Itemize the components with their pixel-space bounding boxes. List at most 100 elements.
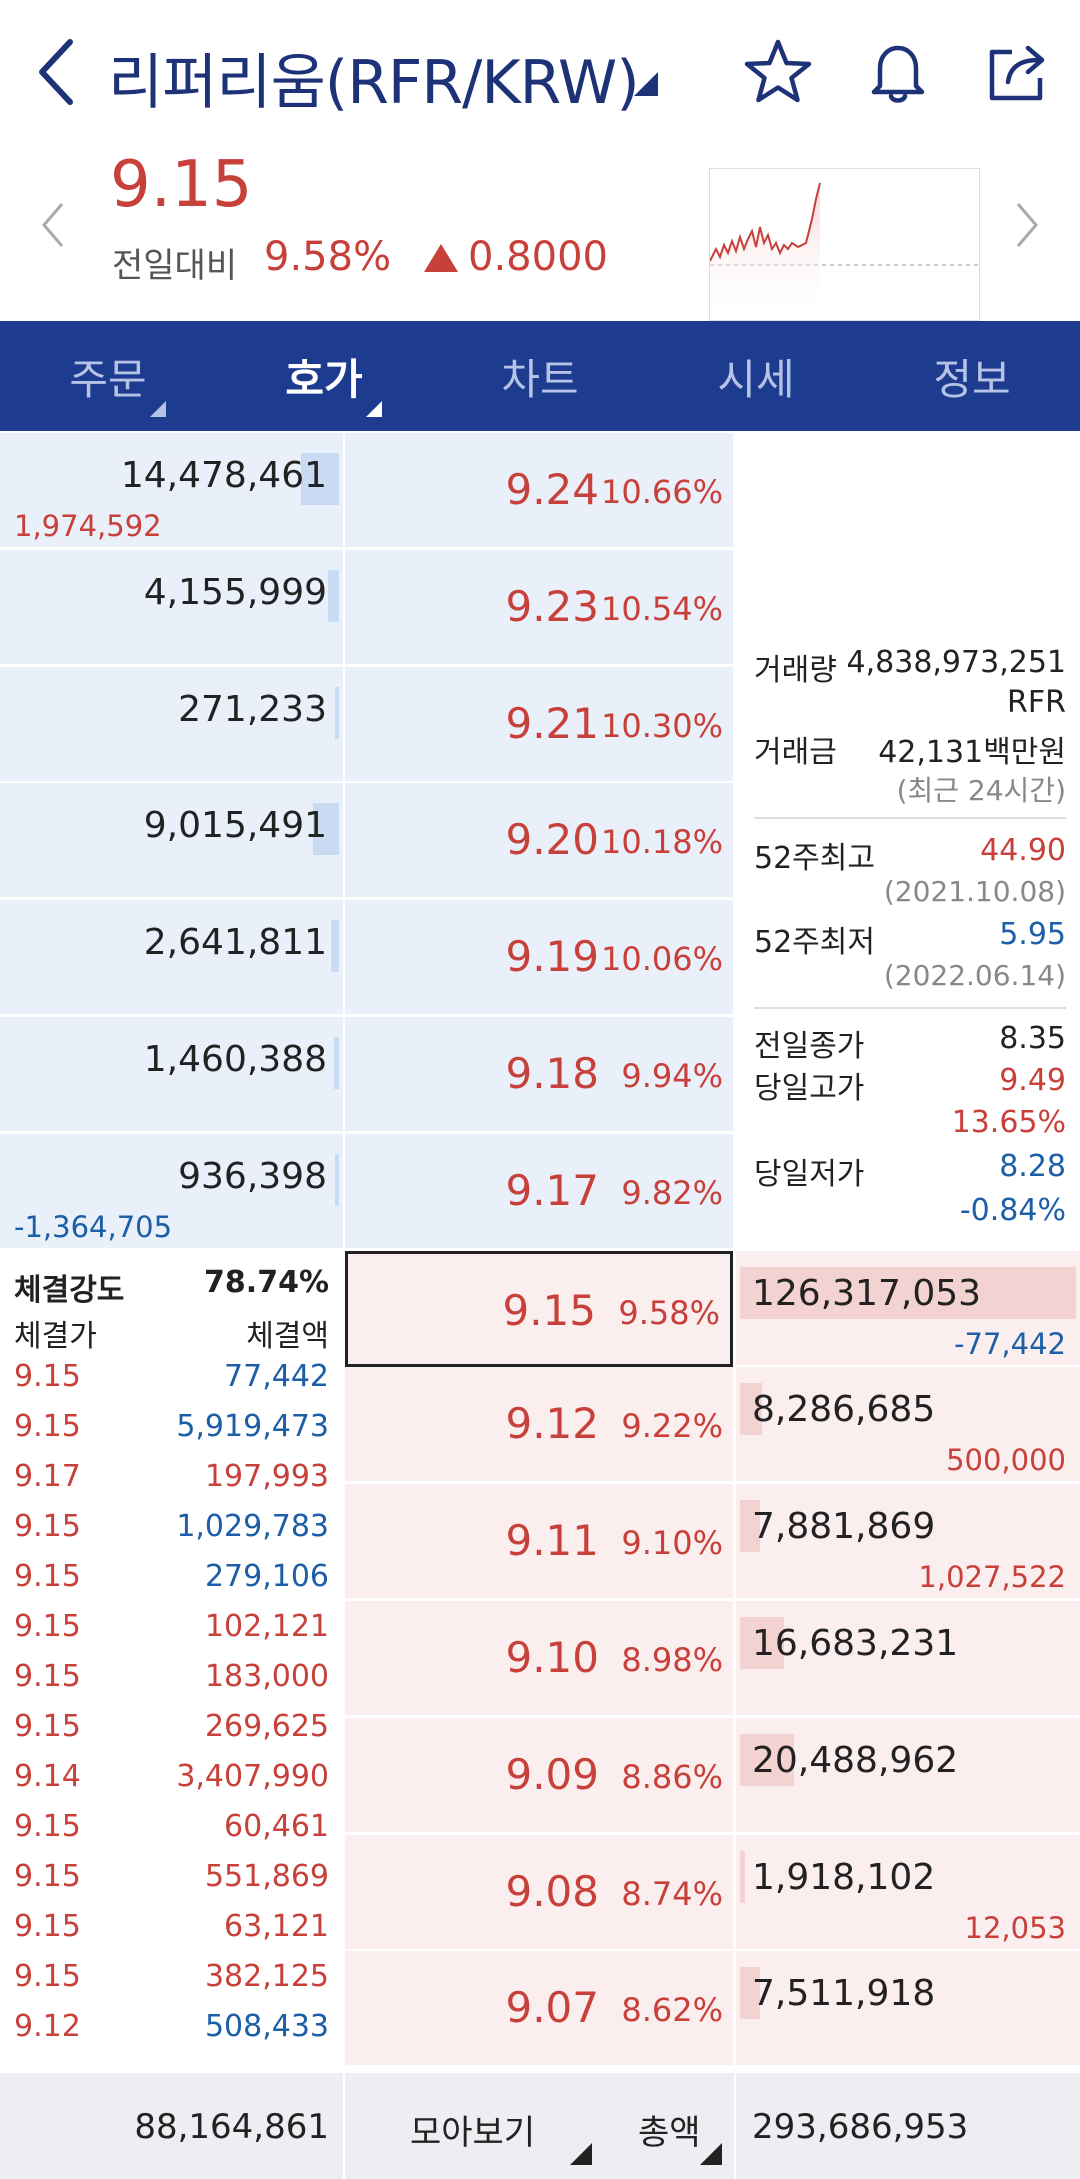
- ask-price-cell[interactable]: 9.20 10.18%: [345, 783, 733, 900]
- quantity-bar: [328, 569, 339, 622]
- trade-price: 9.15: [14, 1709, 81, 1744]
- bid-price-cell[interactable]: 9.08 8.74%: [345, 1834, 733, 1951]
- change-label: 전일대비: [112, 246, 238, 286]
- quantity-bar: [740, 1733, 794, 1786]
- bid-quantity-cell[interactable]: 7,881,869 1,027,522: [736, 1484, 1080, 1601]
- tab-orderbook[interactable]: 호가: [216, 321, 432, 431]
- ask-price-cell[interactable]: 9.18 9.94%: [345, 1017, 733, 1133]
- bid-quantity-cell[interactable]: 7,511,918: [736, 1951, 1080, 2068]
- bid-quantity: 7,881,869: [752, 1506, 936, 1548]
- quantity-bar: [331, 920, 339, 973]
- ask-price: 9.19: [505, 932, 599, 982]
- chevron-left-icon: [39, 39, 73, 105]
- ask-quantity-cell[interactable]: 4,155,999: [0, 549, 343, 666]
- low52-date: (2022.06.14): [883, 959, 1066, 992]
- bid-price-cell[interactable]: 9.09 8.86%: [345, 1717, 733, 1834]
- bid-price-cell[interactable]: 9.10 8.98%: [345, 1601, 733, 1717]
- bid-rate: 9.58%: [618, 1293, 720, 1332]
- ask-price: 9.17: [505, 1165, 599, 1215]
- low52-label: 52주최저: [754, 925, 875, 960]
- bid-quantity-cell[interactable]: 8,286,685 500,000: [736, 1367, 1080, 1484]
- ask-rate: 10.18%: [600, 823, 723, 862]
- mini-chart[interactable]: [709, 168, 980, 321]
- bid-price-cell[interactable]: 9.11 9.10%: [345, 1484, 733, 1601]
- day-high-value: 9.49: [999, 1063, 1066, 1098]
- caret-down-icon[interactable]: [634, 72, 658, 96]
- market-title[interactable]: 리퍼리움(RFR/KRW): [108, 48, 640, 118]
- prev-close-label: 전일종가: [754, 1029, 865, 1064]
- star-icon[interactable]: [742, 36, 814, 108]
- view-mode-button[interactable]: 모아보기: [410, 2113, 536, 2153]
- trade-row: 9.15 183,000: [14, 1659, 329, 1709]
- tab-label: 주문: [69, 354, 147, 404]
- ask-quantity-cell[interactable]: 936,398 -1,364,705: [0, 1133, 343, 1250]
- bid-quantity-cell[interactable]: 20,488,962: [736, 1717, 1080, 1834]
- bell-icon[interactable]: [862, 36, 934, 108]
- ask-price-cell[interactable]: 9.21 10.30%: [345, 666, 733, 783]
- current-price-cell[interactable]: 9.15 9.58%: [345, 1250, 733, 1367]
- ask-price-cell[interactable]: 9.23 10.54%: [345, 549, 733, 666]
- current-price: 9.15: [110, 148, 253, 222]
- ask-quantity: 936,398: [178, 1155, 327, 1197]
- ask-quantity: 1,460,388: [143, 1039, 327, 1080]
- chevron-right-icon[interactable]: [1012, 200, 1042, 250]
- trade-price: 9.12: [14, 2009, 81, 2044]
- divider: [754, 1007, 1066, 1009]
- bid-rate: 8.74%: [621, 1874, 723, 1913]
- back-button[interactable]: [30, 32, 90, 112]
- ask-quantity-cell[interactable]: 271,233: [0, 666, 343, 783]
- price-summary: 9.15 전일대비 9.58% 0.8000: [0, 140, 1080, 321]
- quantity-bar: [740, 1617, 784, 1669]
- trade-price: 9.14: [14, 1759, 81, 1794]
- dropdown-corner-icon: [150, 401, 166, 417]
- tab-order[interactable]: 주문: [0, 321, 216, 431]
- ask-quantity-cell[interactable]: 2,641,811: [0, 900, 343, 1017]
- bid-rate: 9.22%: [621, 1407, 723, 1446]
- high52-label: 52주최고: [754, 841, 875, 876]
- bid-quantity-cell[interactable]: 1,918,102 12,053: [736, 1834, 1080, 1951]
- trade-history-panel: 체결강도 78.74% 체결가 체결액 9.15 77,442 9.15 5,919,…: [0, 1251, 343, 2073]
- quantity-bar: [740, 1383, 762, 1436]
- ask-price-cell[interactable]: 9.24 10.66%: [345, 433, 733, 549]
- recent-24h-note: (최근 24시간): [896, 774, 1066, 807]
- top-bar: 리퍼리움(RFR/KRW): [0, 0, 1080, 140]
- quantity-bar: [301, 453, 339, 505]
- ask-quantity-cell[interactable]: 14,478,461 1,974,592: [0, 433, 343, 549]
- bid-quantity: 8,286,685: [752, 1389, 936, 1431]
- tab-chart[interactable]: 차트: [432, 321, 648, 431]
- day-low-rate: -0.84%: [959, 1193, 1066, 1228]
- trade-amount: 63,121: [224, 1909, 329, 1944]
- bid-quantity-cell[interactable]: 126,317,053 -77,442: [736, 1250, 1080, 1367]
- col-trade-amount: 체결액: [246, 1319, 329, 1354]
- tab-info[interactable]: 정보: [864, 321, 1080, 431]
- trade-price: 9.15: [14, 1809, 81, 1844]
- trade-row: 9.15 279,106: [14, 1559, 329, 1609]
- day-low-label: 당일저가: [754, 1157, 865, 1192]
- ask-quantity: 271,233: [178, 688, 327, 730]
- ask-price-cell[interactable]: 9.19 10.06%: [345, 900, 733, 1017]
- trade-amount: 3,407,990: [176, 1759, 329, 1794]
- bid-price-cell[interactable]: 9.12 9.22%: [345, 1367, 733, 1484]
- bid-quantity: 16,683,231: [752, 1623, 959, 1664]
- bid-price: 9.10: [505, 1633, 599, 1682]
- trade-price: 9.15: [14, 1559, 81, 1594]
- tab-quotes[interactable]: 시세: [648, 321, 864, 431]
- ask-price-cell[interactable]: 9.17 9.82%: [345, 1133, 733, 1250]
- sum-mode-button[interactable]: 총액: [638, 2113, 701, 2153]
- change-amount: 0.8000: [468, 234, 608, 280]
- bid-quantity-change: 1,027,522: [918, 1560, 1066, 1595]
- ask-quantity-cell[interactable]: 9,015,491: [0, 783, 343, 900]
- trade-row: 9.15 551,869: [14, 1859, 329, 1909]
- ask-price: 9.24: [505, 465, 599, 514]
- ask-quantity: 14,478,461: [120, 455, 327, 496]
- trade-row: 9.12 508,433: [14, 2009, 329, 2059]
- chevron-left-icon[interactable]: [38, 200, 68, 250]
- share-icon[interactable]: [982, 36, 1054, 108]
- day-high-label: 당일고가: [754, 1071, 865, 1106]
- ask-price: 9.18: [505, 1049, 599, 1098]
- bid-price-cell[interactable]: 9.07 8.62%: [345, 1951, 733, 2068]
- divider: [754, 817, 1066, 819]
- bid-quantity-cell[interactable]: 16,683,231: [736, 1601, 1080, 1717]
- ask-quantity-cell[interactable]: 1,460,388: [0, 1017, 343, 1133]
- ask-price: 9.21: [505, 698, 599, 748]
